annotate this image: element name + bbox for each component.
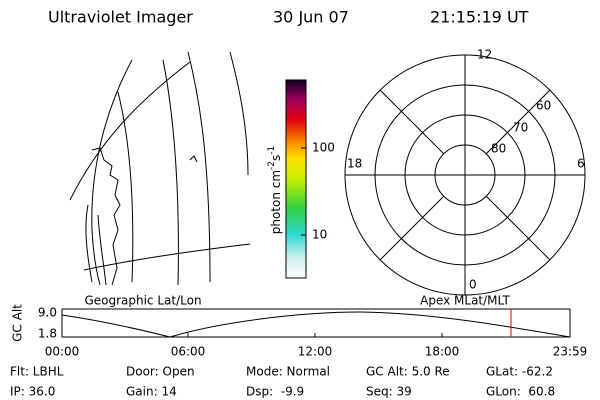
- panel-label: Apex MLat/MLT: [420, 294, 510, 308]
- mlt-label: 18: [347, 157, 362, 171]
- status-field: Flt: LBHL: [10, 365, 64, 379]
- label-exponent: -1: [267, 146, 277, 155]
- altitude-plot: [61, 308, 571, 338]
- status-field: GLon: 60.8: [486, 385, 555, 399]
- y-tick-label: 9.0: [38, 306, 57, 320]
- label-text: s: [269, 155, 283, 161]
- lat-label: 80: [491, 142, 506, 156]
- status-panel: Flt: LBHL Door: Open Mode: Normal GC Alt: 5…: [10, 365, 555, 399]
- status-field: Mode: Normal: [246, 365, 330, 379]
- status-field: Gain: 14: [126, 385, 177, 399]
- x-tick-label: 23:59: [553, 345, 588, 359]
- status-field: IP: 36.0: [10, 385, 55, 399]
- status-field: GLat: -62.2: [486, 365, 553, 379]
- status-field: Door: Open: [126, 365, 195, 379]
- status-field: Dsp: -9.9: [246, 385, 304, 399]
- lat-label: 60: [536, 99, 551, 113]
- status-field: GC Alt: 5.0 Re: [366, 365, 450, 379]
- status-field: Seq: 39: [366, 385, 412, 399]
- mlt-label: 6: [577, 157, 585, 171]
- x-tick-label: 00:00: [45, 345, 80, 359]
- date: 30 Jun 07: [273, 8, 349, 27]
- time: 21:15:19 UT: [430, 8, 529, 27]
- panel-label: Geographic Lat/Lon: [84, 294, 201, 308]
- label-exponent: -2: [267, 161, 277, 170]
- y-tick-label: 1.8: [38, 327, 57, 341]
- lat-label: 70: [513, 121, 528, 135]
- colorbar-tick-label: 100: [312, 141, 335, 155]
- polar-plot: [344, 54, 586, 296]
- mlt-label: 0: [469, 278, 477, 292]
- colorbar-label: photon cm-2s-1: [267, 146, 283, 235]
- colorbar-tick-label: 10: [312, 228, 327, 242]
- x-tick-label: 18:00: [425, 345, 460, 359]
- label-text: photon cm: [269, 170, 283, 234]
- colorbar: [285, 79, 307, 279]
- x-tick-label: 12:00: [298, 345, 333, 359]
- title: Ultraviolet Imager: [48, 8, 193, 27]
- geographic-map: [69, 51, 251, 286]
- y-axis-label: GC Alt: [11, 304, 25, 342]
- mlt-label: 12: [477, 48, 492, 62]
- x-tick-label: 06:00: [171, 345, 206, 359]
